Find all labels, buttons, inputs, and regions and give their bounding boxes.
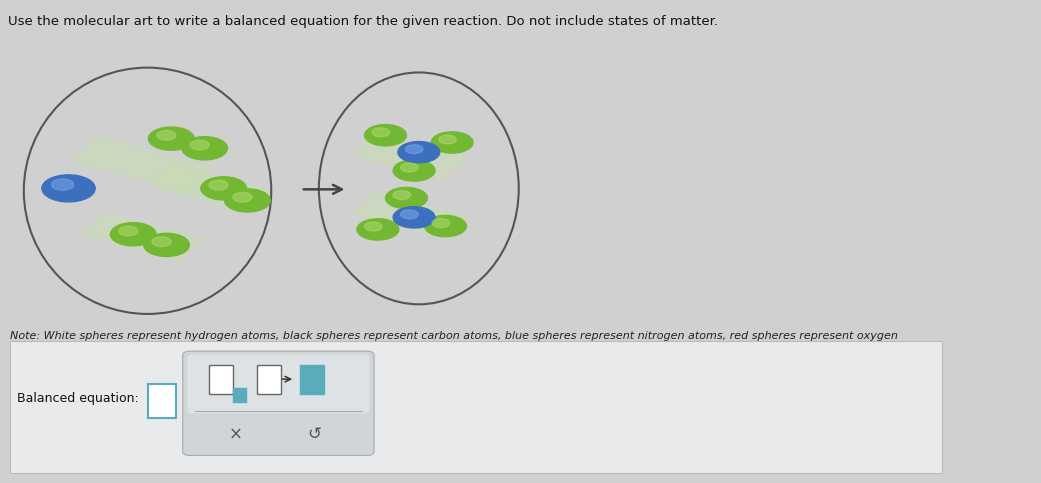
Circle shape	[393, 160, 435, 181]
Text: Balanced equation:: Balanced equation:	[17, 392, 138, 405]
Circle shape	[110, 223, 156, 246]
Circle shape	[233, 192, 252, 202]
Circle shape	[405, 145, 423, 154]
Circle shape	[401, 163, 418, 172]
FancyBboxPatch shape	[300, 365, 324, 394]
Circle shape	[357, 219, 399, 240]
Circle shape	[425, 215, 466, 237]
Circle shape	[393, 207, 435, 228]
FancyBboxPatch shape	[71, 136, 214, 193]
Circle shape	[182, 137, 228, 160]
Text: Use the molecular art to write a balanced equation for the given reaction. Do no: Use the molecular art to write a balance…	[7, 15, 717, 28]
Text: Note: White spheres represent hydrogen atoms, black spheres represent carbon ato: Note: White spheres represent hydrogen a…	[9, 331, 897, 353]
Circle shape	[432, 219, 450, 227]
FancyBboxPatch shape	[209, 365, 233, 394]
Circle shape	[431, 132, 473, 153]
Circle shape	[372, 128, 389, 137]
Circle shape	[42, 175, 95, 202]
Circle shape	[364, 125, 406, 146]
Circle shape	[393, 191, 410, 199]
FancyBboxPatch shape	[150, 164, 270, 213]
Circle shape	[191, 140, 209, 150]
Circle shape	[149, 127, 195, 150]
Circle shape	[401, 210, 418, 219]
Circle shape	[119, 226, 137, 236]
FancyBboxPatch shape	[352, 133, 467, 181]
FancyBboxPatch shape	[148, 384, 176, 418]
Circle shape	[209, 180, 228, 190]
Circle shape	[225, 189, 271, 212]
Circle shape	[201, 177, 247, 200]
Circle shape	[144, 233, 189, 256]
FancyBboxPatch shape	[257, 365, 281, 394]
FancyBboxPatch shape	[81, 212, 205, 261]
FancyBboxPatch shape	[187, 355, 370, 413]
Text: ↺: ↺	[307, 425, 321, 443]
FancyBboxPatch shape	[233, 388, 247, 402]
Circle shape	[157, 130, 176, 140]
Circle shape	[51, 179, 74, 190]
FancyBboxPatch shape	[183, 351, 374, 455]
Circle shape	[398, 142, 439, 163]
Circle shape	[364, 222, 382, 231]
FancyBboxPatch shape	[352, 191, 467, 239]
FancyBboxPatch shape	[9, 341, 942, 473]
Circle shape	[385, 187, 428, 209]
Circle shape	[152, 237, 171, 246]
Text: ×: ×	[229, 425, 243, 443]
Circle shape	[438, 135, 456, 144]
